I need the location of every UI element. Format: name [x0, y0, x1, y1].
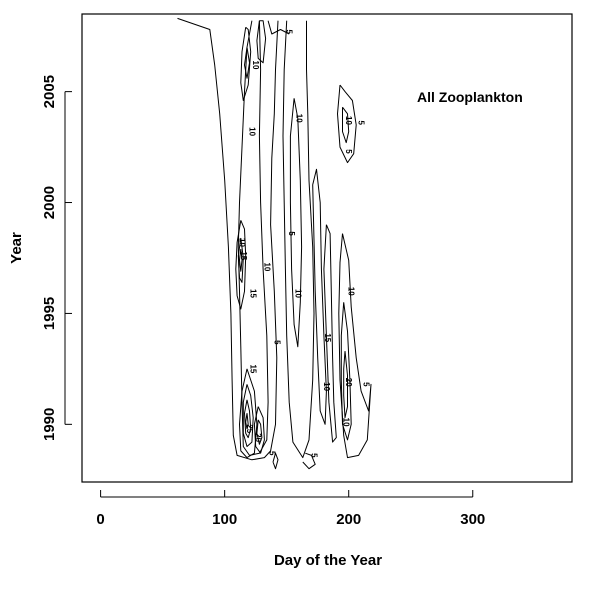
contour-level-label: 5	[362, 382, 371, 387]
contour-line	[337, 84, 357, 164]
contour-level-label: 5	[344, 149, 353, 154]
contour-line	[282, 20, 315, 459]
contour-line	[256, 419, 263, 445]
contour-line	[240, 26, 252, 101]
x-tick-label: 0	[96, 511, 104, 528]
contour-level-label: 5	[287, 231, 296, 236]
contour-level-label: 5	[267, 451, 276, 456]
contour-line	[343, 351, 348, 419]
contour-level-label: 5	[272, 340, 281, 345]
contour-level-label: 5	[357, 120, 366, 125]
contour-level-label: 15	[249, 364, 258, 373]
contour-line	[237, 237, 244, 283]
contour-level-label: 10	[238, 238, 247, 247]
contour-line	[235, 220, 247, 310]
contour-level-label: 25	[245, 424, 254, 433]
contour-level-label: 10	[295, 114, 304, 123]
contour-line	[312, 168, 327, 425]
contour-line	[340, 302, 352, 441]
contour-line	[302, 452, 316, 470]
contour-level-label: 10	[347, 287, 356, 296]
contour-level-label: 5	[310, 453, 319, 458]
contour-level-label: 15	[323, 333, 332, 342]
contour-level-label: 15	[239, 251, 248, 260]
contour-line	[323, 224, 337, 443]
contour-level-label: 10	[322, 382, 331, 391]
contour-level-label: 10	[342, 418, 351, 427]
x-axis: 0 100 200 300	[96, 490, 485, 528]
contour-line	[256, 20, 267, 64]
contour-level-label: 10	[262, 262, 271, 271]
contour-line	[289, 98, 303, 348]
contour-line	[244, 47, 250, 79]
y-tick-label: 2000	[41, 186, 58, 219]
contour-line	[242, 384, 254, 447]
contour-level-label: 5	[285, 29, 294, 34]
y-tick-label: 1995	[41, 297, 58, 330]
x-tick-label: 200	[336, 511, 361, 528]
contour-level-label: 20	[344, 378, 353, 387]
y-axis: 1990 1995 2000 2005	[41, 75, 72, 441]
contour-line	[177, 17, 279, 461]
y-tick-label: 2005	[41, 75, 58, 108]
contour-line	[267, 20, 290, 35]
annotation-all-zooplankton: All Zooplankton	[417, 89, 523, 105]
contour-level-label: 20	[254, 433, 263, 442]
y-axis-title: Year	[8, 232, 25, 264]
contour-level-label: 10	[293, 289, 302, 298]
contour-line	[272, 452, 279, 470]
contour-level-label: 10	[344, 116, 353, 125]
contour-layer	[177, 17, 372, 470]
x-tick-label: 100	[212, 511, 237, 528]
contour-line	[244, 399, 252, 439]
contour-line	[342, 106, 350, 144]
contour-level-label: 15	[249, 289, 258, 298]
contour-line	[237, 20, 269, 456]
contour-level-label: 10	[251, 61, 260, 70]
x-tick-label: 300	[460, 511, 485, 528]
x-axis-title: Day of the Year	[274, 552, 382, 569]
plot-frame	[81, 13, 573, 483]
contour-line	[239, 249, 243, 272]
contour-line	[245, 413, 249, 430]
contour-line	[239, 368, 258, 459]
contour-line	[338, 233, 372, 459]
contour-level-label: 10	[248, 127, 257, 136]
contour-line	[253, 406, 265, 454]
y-tick-label: 1990	[41, 408, 58, 441]
